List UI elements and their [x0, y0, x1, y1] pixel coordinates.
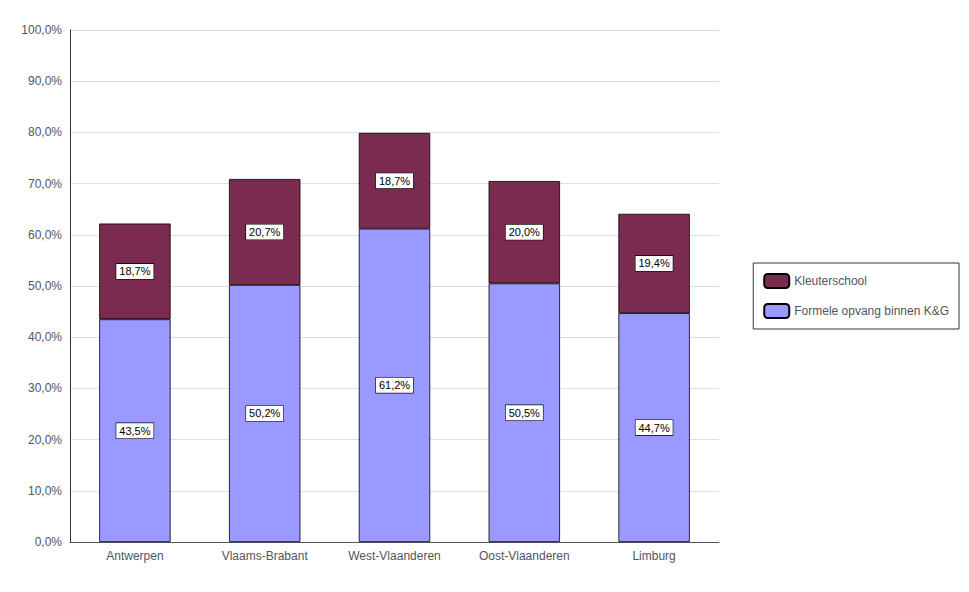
svg-text:West-Vlaanderen: West-Vlaanderen: [348, 549, 441, 563]
svg-text:70,0%: 70,0%: [28, 177, 62, 191]
svg-text:Antwerpen: Antwerpen: [106, 549, 163, 563]
svg-text:50,0%: 50,0%: [28, 279, 62, 293]
svg-text:Kleuterschool: Kleuterschool: [794, 274, 867, 288]
svg-text:30,0%: 30,0%: [28, 381, 62, 395]
svg-text:0,0%: 0,0%: [35, 535, 63, 549]
svg-text:44,7%: 44,7%: [638, 422, 669, 434]
svg-text:80,0%: 80,0%: [28, 125, 62, 139]
svg-text:Vlaams-Brabant: Vlaams-Brabant: [222, 549, 309, 563]
svg-text:20,0%: 20,0%: [509, 226, 540, 238]
svg-text:43,5%: 43,5%: [119, 425, 150, 437]
svg-text:40,0%: 40,0%: [28, 330, 62, 344]
svg-text:19,4%: 19,4%: [638, 257, 669, 269]
svg-text:20,7%: 20,7%: [249, 226, 280, 238]
svg-text:Oost-Vlaanderen: Oost-Vlaanderen: [479, 549, 570, 563]
svg-text:61,2%: 61,2%: [379, 379, 410, 391]
svg-text:50,5%: 50,5%: [509, 407, 540, 419]
svg-text:20,0%: 20,0%: [28, 433, 62, 447]
svg-text:18,7%: 18,7%: [379, 175, 410, 187]
svg-text:18,7%: 18,7%: [119, 265, 150, 277]
svg-text:60,0%: 60,0%: [28, 228, 62, 242]
svg-text:50,2%: 50,2%: [249, 407, 280, 419]
svg-text:90,0%: 90,0%: [28, 74, 62, 88]
svg-text:100,0%: 100,0%: [21, 23, 62, 37]
svg-text:10,0%: 10,0%: [28, 484, 62, 498]
svg-text:Formele opvang binnen K&G: Formele opvang binnen K&G: [794, 304, 949, 318]
svg-text:Limburg: Limburg: [632, 549, 675, 563]
